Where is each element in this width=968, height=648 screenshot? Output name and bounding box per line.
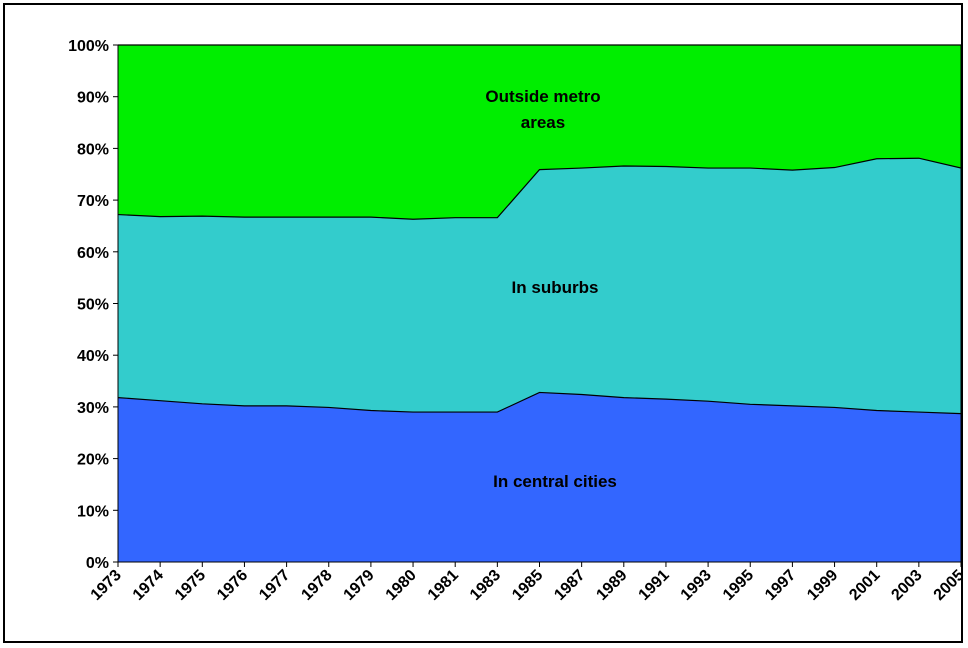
line-in-suburbs [117,157,961,220]
series-areas [117,44,961,562]
x-tick-label: 1999 [804,567,841,604]
line-in-central-cities [117,391,961,415]
x-tick-label: 1997 [762,567,799,604]
x-tick-label: 1989 [593,567,630,604]
x-tick-label: 1980 [383,567,420,604]
annotation-line: areas [521,113,565,132]
x-tick-label: 1978 [298,567,335,604]
y-tick-label: 90% [77,90,109,107]
x-tick-label: 2001 [846,567,883,604]
stacked-area-chart: 0%10%20%30%40%50%60%70%80%90%100%1973 197… [68,38,961,604]
x-tick-label: 1975 [172,567,209,604]
annotation-label: Outside metro areas [485,87,600,132]
x-tick-label: 1974 [130,567,167,604]
y-tick-label: 10% [77,503,109,520]
x-tick-label: 1993 [678,567,715,604]
y-tick-label: 0% [86,555,109,572]
x-tick-label: 1983 [467,567,504,604]
x-tick-label: 2005 [931,567,961,604]
area-outside-metro-areas [118,45,961,220]
y-tick-label: 20% [77,452,109,469]
y-tick-label: 70% [77,193,109,210]
annotation-line: In central cities [493,472,617,491]
x-tick-label: 1973 [88,567,125,604]
annotation-line: Outside metro [485,87,600,106]
y-tick-label: 50% [77,297,109,314]
x-axis: 1973 1974 1975 1976 1977 1978 1979 1980 1981 1983… [88,562,961,604]
area-in-central-cities [118,392,961,562]
y-tick-label: 30% [77,400,109,417]
x-tick-label: 1991 [636,567,673,604]
x-tick-label: 1979 [341,567,378,604]
x-tick-label: 1981 [425,567,462,604]
x-tick-label: 2003 [888,567,925,604]
y-tick-label: 100% [68,38,109,55]
annotation-line: In suburbs [512,278,599,297]
chart-frame: 0% 10% 20% 30% 40% 50% 60% 70% 80% 90% 100% 1973 197… [3,3,963,643]
y-tick-label: 60% [77,245,109,262]
annotation-label: In suburbs [512,278,599,297]
y-tick-label: 40% [77,348,109,365]
y-tick-label: 80% [77,141,109,158]
x-tick-label: 1977 [256,567,293,604]
x-tick-label: 1987 [551,567,588,604]
x-tick-label: 1995 [720,567,757,604]
annotation-label: In central cities [493,472,617,491]
x-tick-label: 1985 [509,567,546,604]
area-in-suburbs [118,158,961,414]
y-axis: 0% 10% 20% 30% 40% 50% 60% 70% 80% 90% 100% [68,38,118,572]
x-tick-label: 1976 [214,567,251,604]
annotations: In central cities In suburbs Outside metro… [485,87,617,491]
